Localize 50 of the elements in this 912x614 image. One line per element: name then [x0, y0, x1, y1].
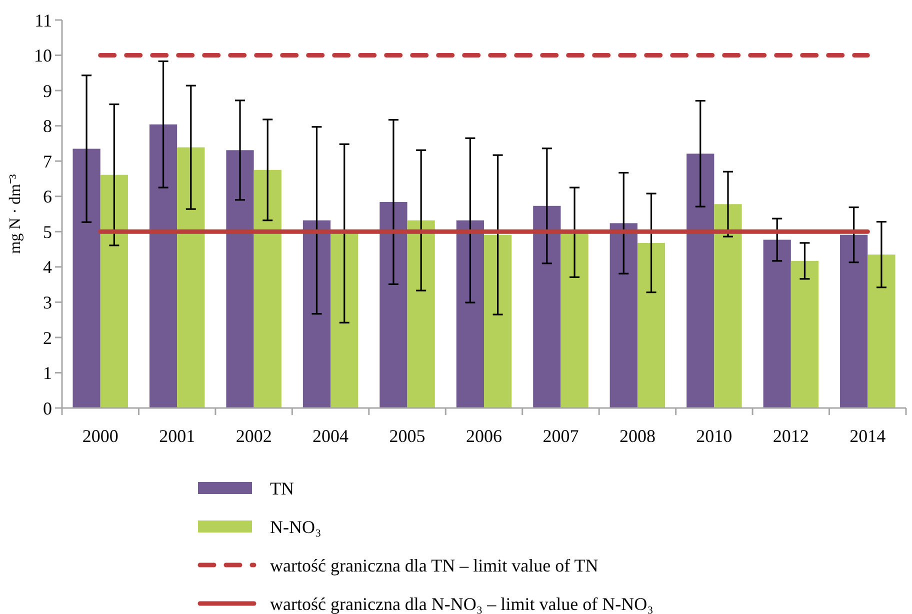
- bar: [226, 150, 254, 408]
- bar: [840, 234, 868, 408]
- x-tick-label: 2002: [236, 426, 272, 446]
- bar: [72, 148, 100, 408]
- bar: [456, 220, 484, 408]
- x-tick-label: 2006: [466, 426, 502, 446]
- y-tick-label: 5: [43, 222, 52, 242]
- bar: [686, 154, 714, 408]
- bar: [100, 174, 128, 408]
- bar: [714, 204, 742, 408]
- bar: [407, 220, 435, 408]
- bar: [560, 232, 588, 408]
- legend-label: wartość graniczna dla TN – limit value of TN: [270, 555, 598, 576]
- y-tick-label: 0: [43, 398, 52, 418]
- bar: [380, 202, 408, 408]
- y-tick-label: 11: [34, 10, 52, 30]
- y-tick-label: 8: [43, 116, 52, 136]
- x-tick-label: 2008: [619, 426, 656, 446]
- bar: [149, 124, 178, 408]
- y-tick-label: 4: [43, 257, 52, 278]
- y-tick-label: 3: [43, 292, 52, 312]
- bar: [790, 260, 819, 408]
- y-axis-title: mg N · dm⁻³: [7, 174, 24, 254]
- y-tick-label: 1: [43, 363, 52, 384]
- x-tick-label: 2014: [850, 426, 886, 446]
- x-tick-label: 2000: [82, 426, 118, 446]
- y-tick-label: 9: [43, 80, 52, 101]
- bar: [330, 233, 358, 408]
- bar: [637, 242, 666, 408]
- y-tick-label: 10: [34, 46, 52, 66]
- y-tick-label: 7: [43, 151, 52, 172]
- legend-label: wartość graniczna dla N-NO₃ – limit value of N-NO₃: [270, 594, 654, 614]
- legend-label: TN: [270, 478, 294, 498]
- bar: [610, 223, 638, 408]
- x-tick-label: 2010: [696, 426, 732, 446]
- bar: [763, 240, 791, 408]
- x-tick-label: 2004: [312, 426, 349, 446]
- y-tick-label: 6: [43, 186, 52, 207]
- y-tick-label: 2: [43, 328, 52, 348]
- x-tick-label: 2001: [159, 426, 196, 446]
- x-tick-label: 2012: [772, 426, 809, 446]
- x-tick-label: 2007: [542, 426, 579, 446]
- bar: [177, 147, 205, 408]
- x-tick-label: 2005: [389, 426, 426, 446]
- bar: [868, 254, 896, 408]
- bar: [484, 234, 512, 408]
- bar: [533, 206, 561, 408]
- bar: [302, 220, 331, 408]
- legend-label: N-NO₃: [270, 516, 322, 537]
- bar: [254, 170, 282, 408]
